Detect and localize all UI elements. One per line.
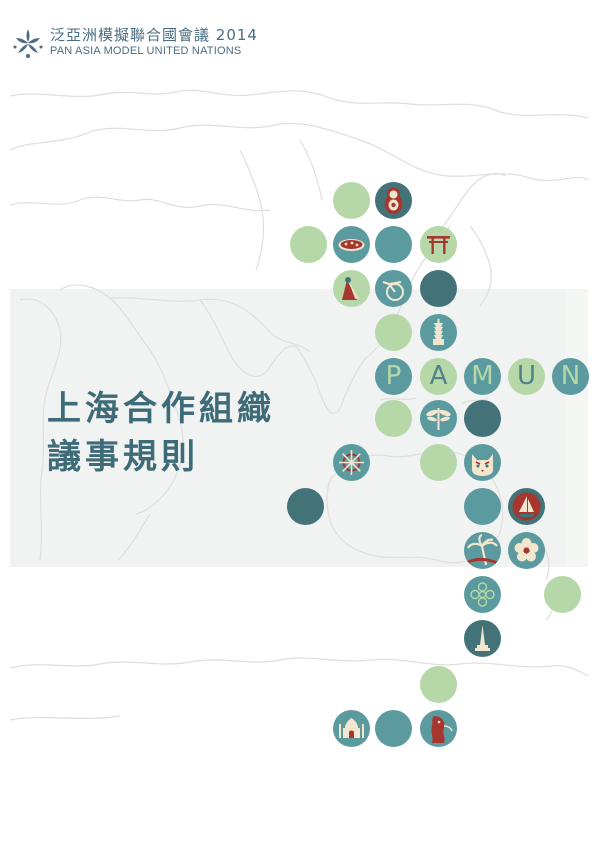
circle-ornament [464,576,501,613]
circle-plain [544,576,581,613]
torii-gate-icon [427,236,450,254]
circle-plain [375,226,412,263]
circle-plain [420,666,457,703]
pamun-logo-icon [13,29,43,58]
circle-pagoda-spire [464,620,501,657]
circle-matryoshka [375,182,412,219]
sailboat-icon [512,492,541,521]
circle-letter-a: A [420,358,457,395]
pagoda-spire-icon [475,625,490,651]
org-name-chinese: 泛亞洲模擬聯合國會議 2014 [50,26,258,44]
circle-plain [287,488,324,525]
letter-a: A [429,361,448,391]
circle-plain [375,400,412,437]
title-line-1: 上海合作組織 [47,389,275,429]
merlion-icon [431,716,453,743]
circle-plain [464,488,501,525]
ornament-pattern-icon [470,582,495,607]
matryoshka-icon [384,187,403,214]
circle-palm-tree [464,532,501,569]
circle-pizza [333,226,370,263]
circle-merlion [420,710,457,747]
circle-sailboat [508,488,545,525]
letter-m: M [471,361,494,391]
circle-letter-u: U [508,358,545,395]
circle-dragonfly [420,400,457,437]
circle-letter-m: M [464,358,501,395]
circle-taj-mahal [333,710,370,747]
taj-mahal-icon [339,718,364,738]
title-line-2: 議事規則 [47,437,199,477]
circle-letter-p: P [375,358,412,395]
pizza-icon [338,239,365,251]
dragonfly-icon [426,408,451,430]
bicycle-icon [382,281,404,301]
circle-plain [464,400,501,437]
circle-plain [420,270,457,307]
circle-letter-n: N [552,358,589,395]
circle-taipei-tower [420,314,457,351]
circle-torii [420,226,457,263]
circle-bicycle [375,270,412,307]
org-name-english: PAN ASIA MODEL UNITED NATIONS [50,45,242,57]
letter-u: U [516,361,537,391]
circle-cat-face [464,444,501,481]
circle-ship-wheel [333,444,370,481]
letter-n: N [560,361,581,391]
circle-flower [508,532,545,569]
letter-p: P [385,361,402,391]
taipei-tower-icon [433,319,444,345]
circle-plain [375,710,412,747]
circle-plain [420,444,457,481]
circle-scarf-figure [333,270,370,307]
flower-icon [514,538,539,562]
circle-plain [333,182,370,219]
scarf-figure-icon [342,277,359,300]
cat-face-icon [472,454,493,476]
ship-wheel-icon [339,450,364,475]
palm-tree-icon [467,533,498,566]
circle-plain [375,314,412,351]
circle-plain [290,226,327,263]
document-title: 上海合作組織 議事規則 [47,385,275,481]
